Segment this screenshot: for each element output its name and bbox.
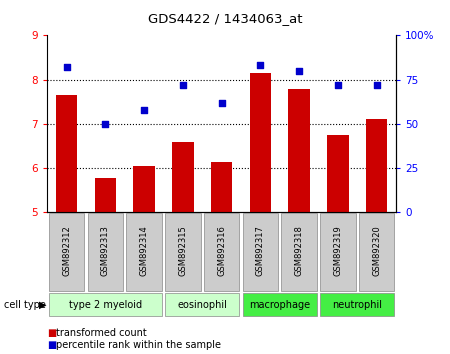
Text: GSM892315: GSM892315 — [178, 225, 187, 276]
Text: transformed count: transformed count — [56, 328, 147, 338]
Point — [102, 121, 109, 127]
Text: GSM892314: GSM892314 — [140, 225, 148, 276]
FancyBboxPatch shape — [88, 213, 123, 291]
Text: eosinophil: eosinophil — [177, 300, 227, 310]
FancyBboxPatch shape — [165, 213, 201, 291]
Bar — [211, 161, 232, 212]
Text: GSM892313: GSM892313 — [101, 225, 110, 276]
FancyBboxPatch shape — [126, 213, 162, 291]
Bar — [94, 178, 116, 212]
Bar — [56, 95, 77, 212]
FancyBboxPatch shape — [359, 213, 394, 291]
Text: ■: ■ — [47, 340, 57, 350]
Text: neutrophil: neutrophil — [332, 300, 382, 310]
FancyBboxPatch shape — [165, 293, 239, 316]
Point — [334, 82, 342, 88]
Bar — [134, 166, 155, 212]
Text: ▶: ▶ — [39, 300, 46, 310]
Text: cell type: cell type — [4, 300, 46, 310]
Point — [140, 107, 148, 113]
Text: GSM892316: GSM892316 — [217, 225, 226, 276]
Text: GDS4422 / 1434063_at: GDS4422 / 1434063_at — [148, 12, 302, 25]
Bar — [250, 73, 271, 212]
Bar — [288, 89, 310, 212]
FancyBboxPatch shape — [49, 293, 162, 316]
FancyBboxPatch shape — [320, 293, 394, 316]
Point — [63, 64, 70, 70]
Text: type 2 myeloid: type 2 myeloid — [69, 300, 142, 310]
FancyBboxPatch shape — [243, 293, 317, 316]
FancyBboxPatch shape — [49, 213, 84, 291]
Point — [296, 68, 303, 74]
Bar — [172, 142, 194, 212]
Bar — [327, 135, 349, 212]
Text: GSM892320: GSM892320 — [372, 225, 381, 276]
Point — [179, 82, 186, 88]
Text: GSM892319: GSM892319 — [333, 225, 342, 276]
FancyBboxPatch shape — [204, 213, 239, 291]
Text: percentile rank within the sample: percentile rank within the sample — [56, 340, 221, 350]
Point — [373, 82, 380, 88]
Text: GSM892317: GSM892317 — [256, 225, 265, 276]
Text: macrophage: macrophage — [249, 300, 310, 310]
Bar — [366, 120, 387, 212]
FancyBboxPatch shape — [320, 213, 356, 291]
Text: GSM892312: GSM892312 — [62, 225, 71, 276]
FancyBboxPatch shape — [243, 213, 278, 291]
Text: GSM892318: GSM892318 — [295, 225, 304, 276]
Text: ■: ■ — [47, 328, 57, 338]
FancyBboxPatch shape — [282, 213, 317, 291]
Point — [257, 63, 264, 68]
Point — [218, 100, 225, 105]
